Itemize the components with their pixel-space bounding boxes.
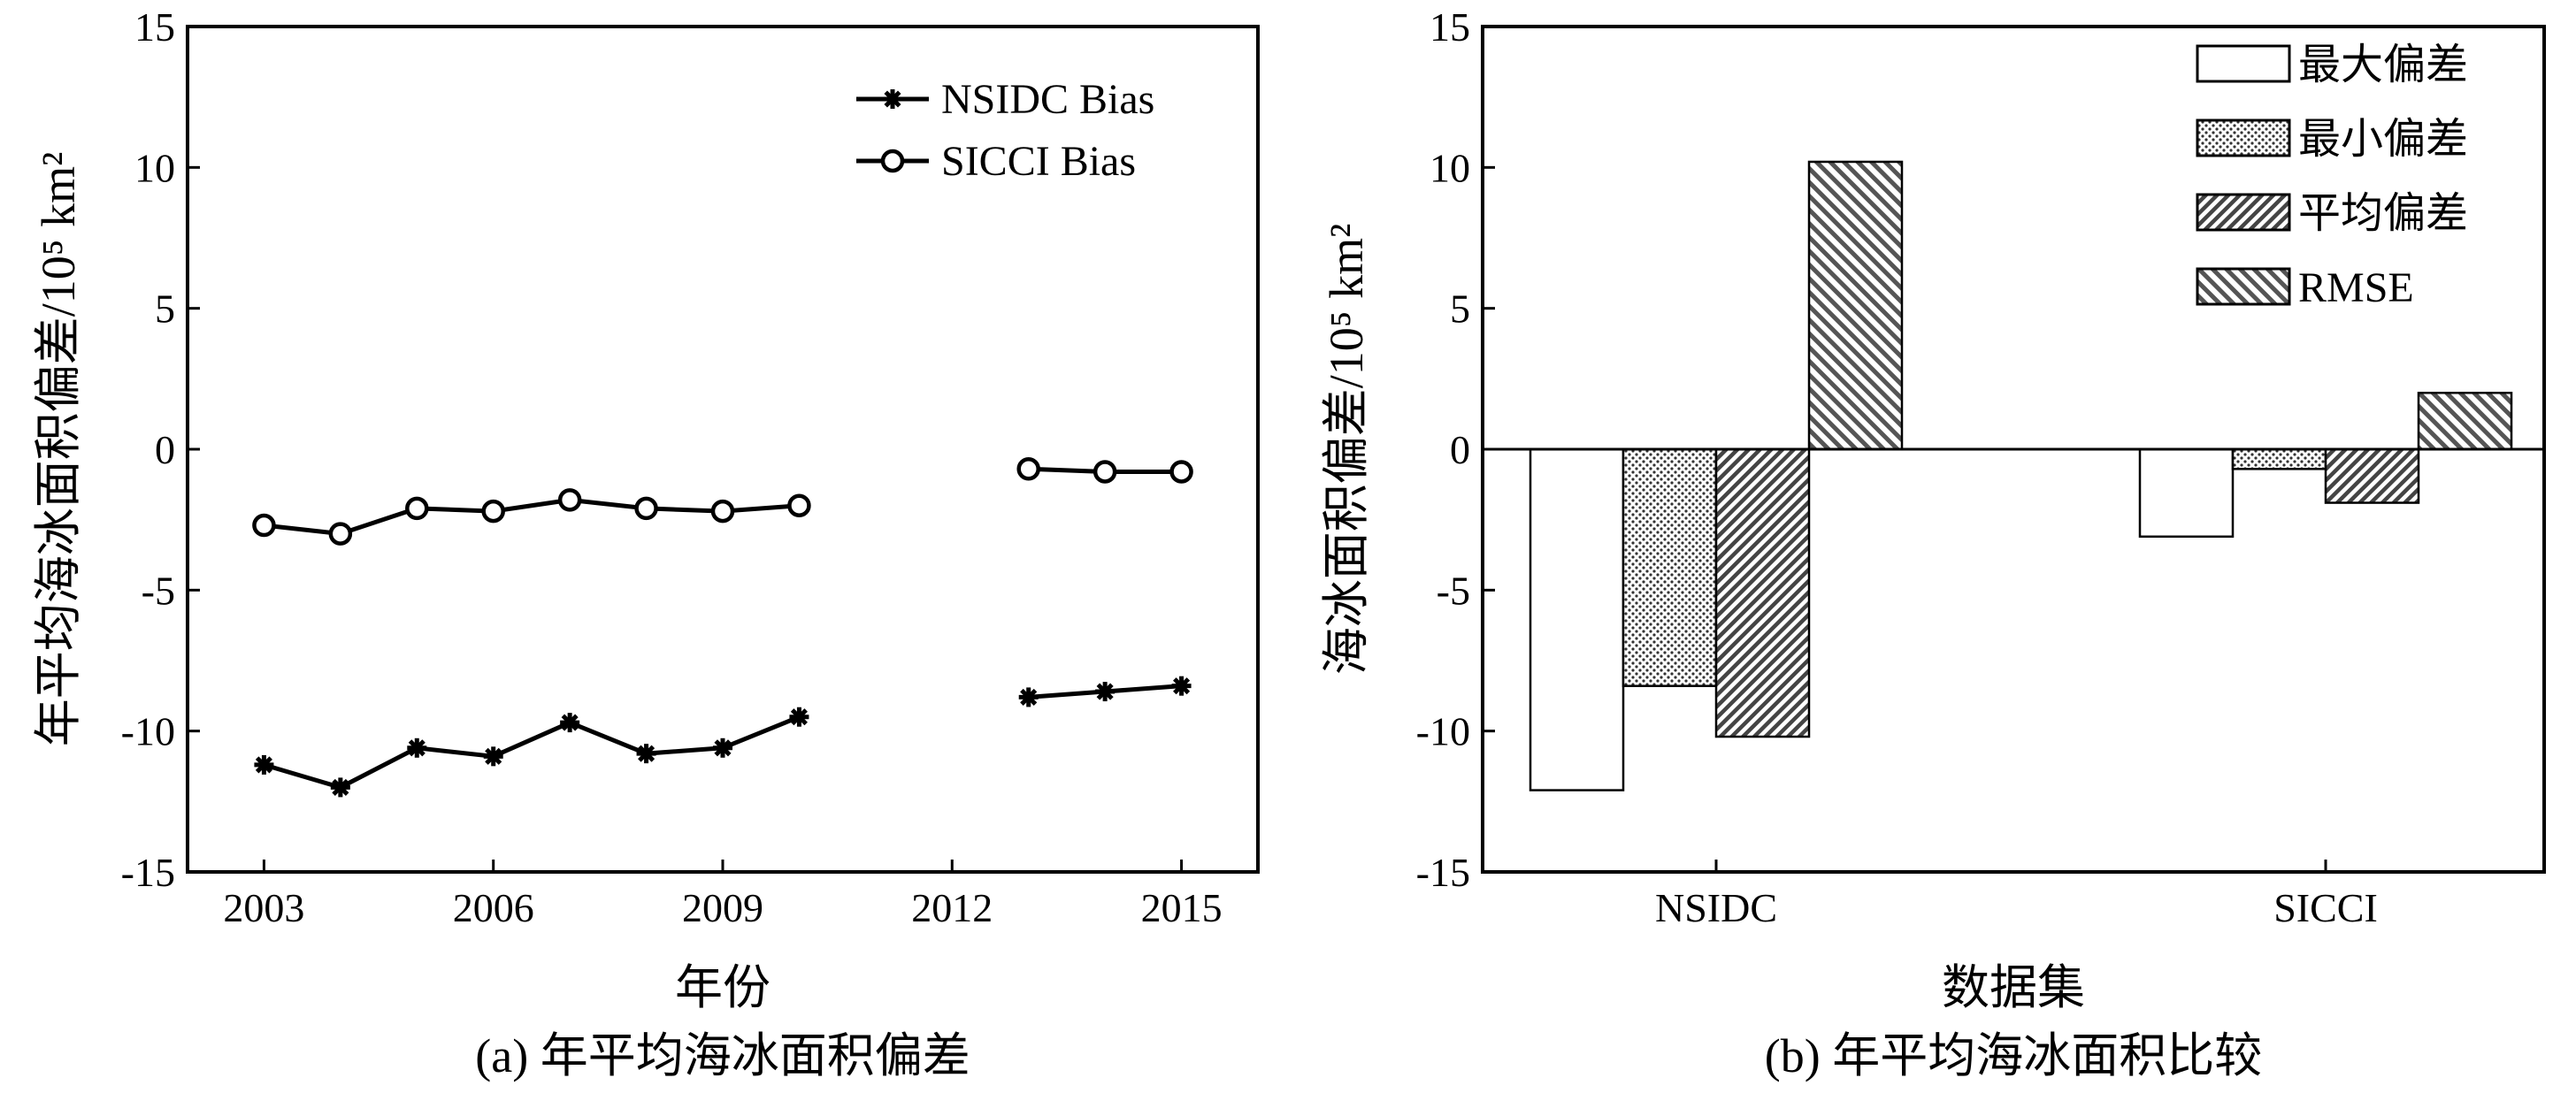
panel-b-y-axis-label: 海冰面积偏差/10⁵ km² [1320,224,1373,676]
x-tick-label: 2006 [453,885,534,930]
panel-b-bars [1529,160,2513,791]
legend-swatch [2196,118,2291,157]
bar-sicci-1 [2231,447,2327,470]
y-tick-label: 0 [155,427,175,472]
star-stroke [1173,677,1191,695]
data-point [252,513,276,538]
y-tick-label: 10 [134,145,175,190]
panel-b-x-axis-label: 数据集 [1942,961,2085,1014]
panel-b-y-axis: 15 10 5 0 -5 -10 -15 [1416,4,1495,895]
star-stroke [638,745,656,762]
panel-a-x-axis-label: 年份 [675,961,770,1014]
data-point [636,744,656,764]
series-sicci [252,457,1193,546]
data-point [330,777,350,798]
legend-label: SICCI Bias [941,138,1136,185]
legend-marker [880,149,905,173]
legend-swatch [2196,267,2291,306]
y-tick-label: 5 [1450,287,1470,332]
legend-swatch [2196,44,2291,83]
data-point [328,522,353,546]
y-tick-label: -15 [1416,850,1470,895]
data-point [483,746,503,767]
data-point [1171,676,1192,696]
legend-label: RMSE [2298,264,2414,311]
data-point [710,499,735,524]
star-stroke [332,778,349,796]
y-tick-label: -5 [142,568,175,613]
legend-label: 最大偏差 [2298,42,2468,88]
y-tick-label: -10 [1416,709,1470,754]
data-point [1169,460,1193,484]
y-tick-label: 5 [155,287,175,332]
data-point [787,493,811,517]
panel-a-legend: NSIDC Bias SICCI Bias [856,76,1154,185]
panel-a-y-axis: 15 10 5 0 -5 -10 -15 [121,4,200,895]
x-tick-label: 2015 [1141,885,1223,930]
star-stroke [714,739,732,757]
series-line [263,715,801,791]
legend-label: 最小偏差 [2298,116,2468,163]
panel-a-series [252,457,1193,798]
star-stroke [408,739,426,757]
y-tick-label: -5 [1437,568,1470,613]
panel-a-x-axis: 2003 2006 2009 2012 2015 [223,860,1223,930]
star-stroke [1096,683,1114,700]
data-point [407,738,427,758]
star-stroke [1020,688,1038,706]
star-stroke [485,747,502,765]
bar-sicci-0 [2138,447,2235,539]
legend-label: 平均偏差 [2298,190,2468,237]
series-line [264,497,800,537]
legend-label: NSIDC Bias [941,76,1154,123]
data-point [1095,682,1116,702]
data-point [789,707,809,727]
bar-sicci-2 [2324,447,2420,504]
y-tick-label: 0 [1450,427,1470,472]
x-tick-label: 2009 [682,885,763,930]
data-point [254,754,274,775]
legend-swatch [2196,193,2291,232]
data-point [713,738,732,758]
data-point [1092,460,1117,484]
star-stroke [790,708,808,726]
panel-a-y-axis-label: 年平均海冰面积偏差/10⁵ km² [32,152,85,747]
y-tick-label: -10 [121,709,175,754]
x-tick-label: SICCI [2273,885,2378,930]
panel-b-x-axis: NSIDC SICCI [1655,860,2378,930]
legend-marker [883,89,902,109]
panel-a-line-chart: 15 10 5 0 -5 -10 -15 2003 2006 2009 2012 2015 NSID… [32,4,1260,1082]
y-tick-label: 15 [1430,4,1470,50]
data-point [481,499,505,524]
x-tick-label: NSIDC [1655,885,1777,930]
data-point [1018,687,1039,707]
panel-b-caption: (b) 年平均海冰面积比较 [1765,1029,2262,1082]
y-tick-label: 15 [134,4,175,50]
data-point [557,488,582,512]
data-point [1016,457,1040,481]
data-point [560,713,580,733]
data-point [405,496,429,521]
series-nsidc [254,676,1192,798]
y-tick-label: 10 [1430,145,1470,190]
star-stroke [561,714,579,731]
star-stroke [255,756,272,774]
star-stroke [884,90,901,108]
y-tick-label: -15 [121,850,175,895]
bar-nsidc-0 [1529,447,1625,791]
data-point [634,496,658,521]
panel-a-caption: (a) 年平均海冰面积偏差 [475,1029,970,1082]
bar-nsidc-2 [1714,447,1811,738]
x-tick-label: 2012 [911,885,993,930]
bar-nsidc-3 [1807,160,1904,451]
bar-nsidc-1 [1622,447,1718,687]
bar-sicci-3 [2417,392,2513,451]
x-tick-label: 2003 [223,885,304,930]
